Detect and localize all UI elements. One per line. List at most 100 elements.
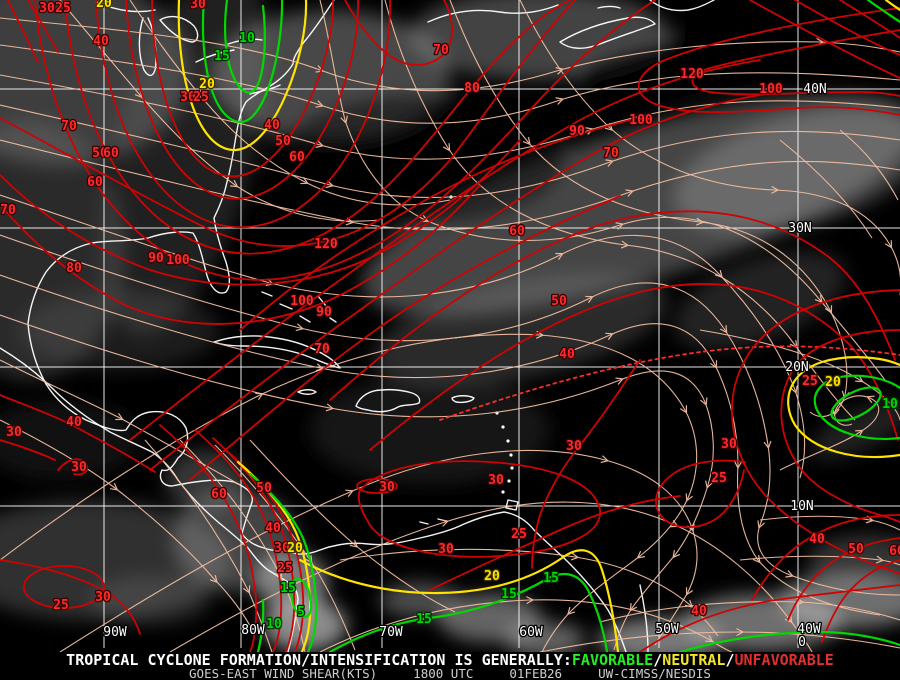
shear-value-label: 15 — [416, 612, 432, 627]
lon-label-40W: 40W — [797, 622, 821, 637]
lon-label-70W: 70W — [379, 625, 403, 640]
lon-label-60W: 60W — [519, 625, 543, 640]
shear-value-label: 30 — [274, 541, 290, 556]
shear-value-label: 40 — [691, 604, 707, 619]
shear-value-label: 70 — [314, 342, 330, 357]
shear-value-label: 70 — [0, 203, 16, 218]
shear-value-label: 25 — [53, 598, 69, 613]
banner-segment: NEUTRAL — [662, 651, 726, 669]
shear-value-label: 30 — [39, 1, 55, 16]
shear-value-label: 25 — [55, 1, 71, 16]
shear-value-label: 80 — [464, 81, 480, 96]
shear-value-label: 30 — [721, 437, 737, 452]
shear-value-label: 15 — [214, 49, 230, 64]
banner-segment: FAVORABLE — [571, 651, 654, 669]
lat-label-10N: 10N — [790, 499, 813, 514]
shear-value-label: 10 — [239, 31, 255, 46]
shear-value-label: 80 — [66, 261, 82, 276]
grid-extra-label: 0 — [798, 635, 806, 650]
shear-value-label: 20 — [199, 77, 215, 92]
lon-label-80W: 80W — [241, 623, 265, 638]
banner-segment: UNFAVORABLE — [734, 651, 834, 669]
shear-value-label: 50 — [848, 542, 864, 557]
shear-value-label: 25 — [193, 90, 209, 105]
shear-value-label: 40 — [559, 347, 575, 362]
lat-label-40N: 40N — [803, 82, 826, 97]
shear-value-label: 10 — [882, 397, 898, 412]
status-banner: TROPICAL CYCLONE FORMATION/INTENSIFICATI… — [0, 652, 900, 680]
shear-value-label: 100 — [166, 253, 190, 268]
caption-segment: 01FEB26 — [509, 666, 563, 680]
banner-segment: TROPICAL CYCLONE FORMATION/INTENSIFICATI… — [66, 651, 572, 669]
shear-value-label: 100 — [759, 82, 783, 97]
shear-value-label: 25 — [711, 471, 727, 486]
shear-value-label: 40 — [66, 415, 82, 430]
shear-value-label: 70 — [61, 119, 77, 134]
shear-value-label: 30 — [95, 590, 111, 605]
shear-value-label: 30 — [379, 480, 395, 495]
shear-value-label: 90 — [316, 305, 332, 320]
shear-value-label: 50 — [275, 134, 291, 149]
lat-label-20N: 20N — [785, 360, 808, 375]
shear-value-label: 100 — [290, 294, 314, 309]
shear-value-label: 30 — [566, 439, 582, 454]
shear-value-label: 60 — [87, 175, 103, 190]
shear-value-label: 20 — [287, 541, 303, 556]
shear-value-label: 20 — [96, 0, 112, 11]
favorability-legend: TROPICAL CYCLONE FORMATION/INTENSIFICATI… — [0, 653, 900, 668]
lon-label-90W: 90W — [103, 625, 127, 640]
shear-value-label: 60 — [889, 544, 900, 559]
shear-value-label: 70 — [603, 146, 619, 161]
shear-value-label: 20 — [825, 375, 841, 390]
shear-contours-yellow — [177, 0, 900, 652]
shear-value-label: 30 — [438, 542, 454, 557]
shear-value-label: 5 — [297, 605, 305, 620]
lat-label-30N: 30N — [788, 221, 811, 236]
shear-value-label: 60 — [103, 146, 119, 161]
shear-value-label: 60 — [289, 150, 305, 165]
shear-value-label: 30 — [6, 425, 22, 440]
banner-segment: / — [725, 651, 735, 669]
product-caption: GOES-EAST WIND SHEAR(KTS) 1800 UTC 01FEB26… — [0, 666, 900, 680]
shear-value-label: 40 — [264, 118, 280, 133]
shear-value-label: 30 — [71, 460, 87, 475]
shear-contours-green — [201, 0, 900, 652]
shear-value-label: 70 — [433, 43, 449, 58]
shear-value-label: 90 — [569, 124, 585, 139]
shear-value-label: 60 — [509, 224, 525, 239]
shear-value-label: 40 — [93, 34, 109, 49]
shear-value-label: 50 — [256, 481, 272, 496]
shear-value-label: 15 — [280, 581, 296, 596]
shear-value-label: 15 — [501, 587, 517, 602]
banner-segment: / — [653, 651, 663, 669]
shear-value-label: 120 — [314, 237, 338, 252]
shear-value-label: 20 — [484, 569, 500, 584]
shear-value-label: 10 — [266, 617, 282, 632]
shear-value-label: 120 — [680, 67, 704, 82]
shear-value-label: 25 — [277, 561, 293, 576]
shear-value-label: 60 — [211, 487, 227, 502]
lon-label-50W: 50W — [655, 622, 679, 637]
shear-value-label: 100 — [629, 113, 653, 128]
shear-value-label: 50 — [551, 294, 567, 309]
shear-value-label: 50 — [92, 146, 108, 161]
shear-value-label: 25 — [802, 374, 818, 389]
coast-great-lakes — [95, 1, 263, 77]
shear-contours-red — [0, 0, 900, 652]
shear-value-label: 90 — [148, 251, 164, 266]
coast-maritimes — [427, 0, 715, 49]
shear-value-label: 40 — [265, 521, 281, 536]
shear-value-label: 40 — [809, 532, 825, 547]
shear-value-label: 15 — [543, 571, 559, 586]
caption-segment: UW-CIMSS/NESDIS — [598, 666, 711, 680]
shear-value-label: 30 — [190, 0, 206, 12]
caption-segment: 1800 UTC — [413, 666, 474, 680]
shear-value-label: 30 — [488, 473, 504, 488]
shear-value-label: 30 — [180, 90, 196, 105]
caption-segment: GOES-EAST WIND SHEAR(KTS) — [189, 666, 378, 680]
shear-value-label: 25 — [511, 527, 527, 542]
